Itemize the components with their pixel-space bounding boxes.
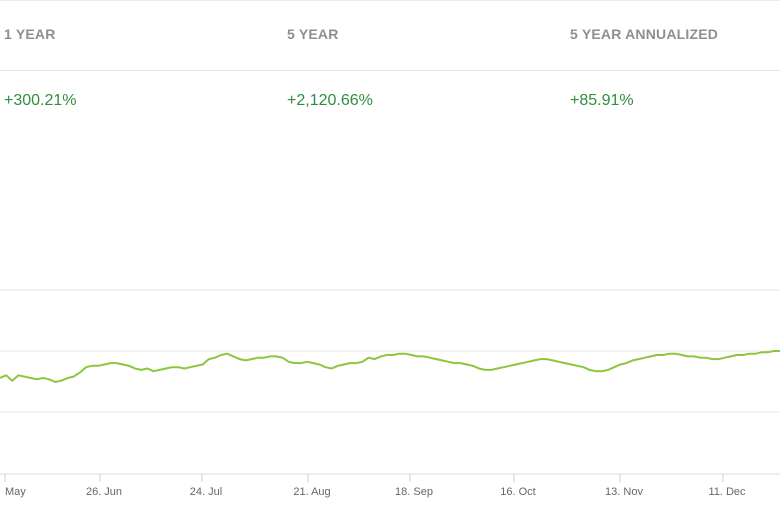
x-tick-label-5: 16. Oct <box>500 486 535 498</box>
value-1-year: +300.21% <box>4 92 77 109</box>
x-tick-label-1: 26. Jun <box>86 486 122 498</box>
value-5-year: +2,120.66% <box>287 92 373 109</box>
x-tick-label-2: 24. Jul <box>190 486 222 498</box>
value-5-year-annualized: +85.91% <box>570 92 634 109</box>
header-1-year: 1 YEAR <box>4 26 56 42</box>
performance-values-row: +300.21% +2,120.66% +85.91% <box>0 71 780 131</box>
header-5-year: 5 YEAR <box>287 26 339 42</box>
x-tick-label-7: 11. Dec <box>708 486 746 498</box>
top-border <box>0 0 780 1</box>
header-5-year-annualized: 5 YEAR ANNUALIZED <box>570 26 719 42</box>
performance-header-row: 1 YEAR 5 YEAR 5 YEAR ANNUALIZED <box>0 0 780 71</box>
x-tick-label-6: 13. Nov <box>605 486 643 498</box>
series-line-0 <box>0 350 780 383</box>
x-tick-label-0: May <box>5 486 26 498</box>
x-tick-label-4: 18. Sep <box>395 486 433 498</box>
x-tick-label-3: 21. Aug <box>293 486 330 498</box>
